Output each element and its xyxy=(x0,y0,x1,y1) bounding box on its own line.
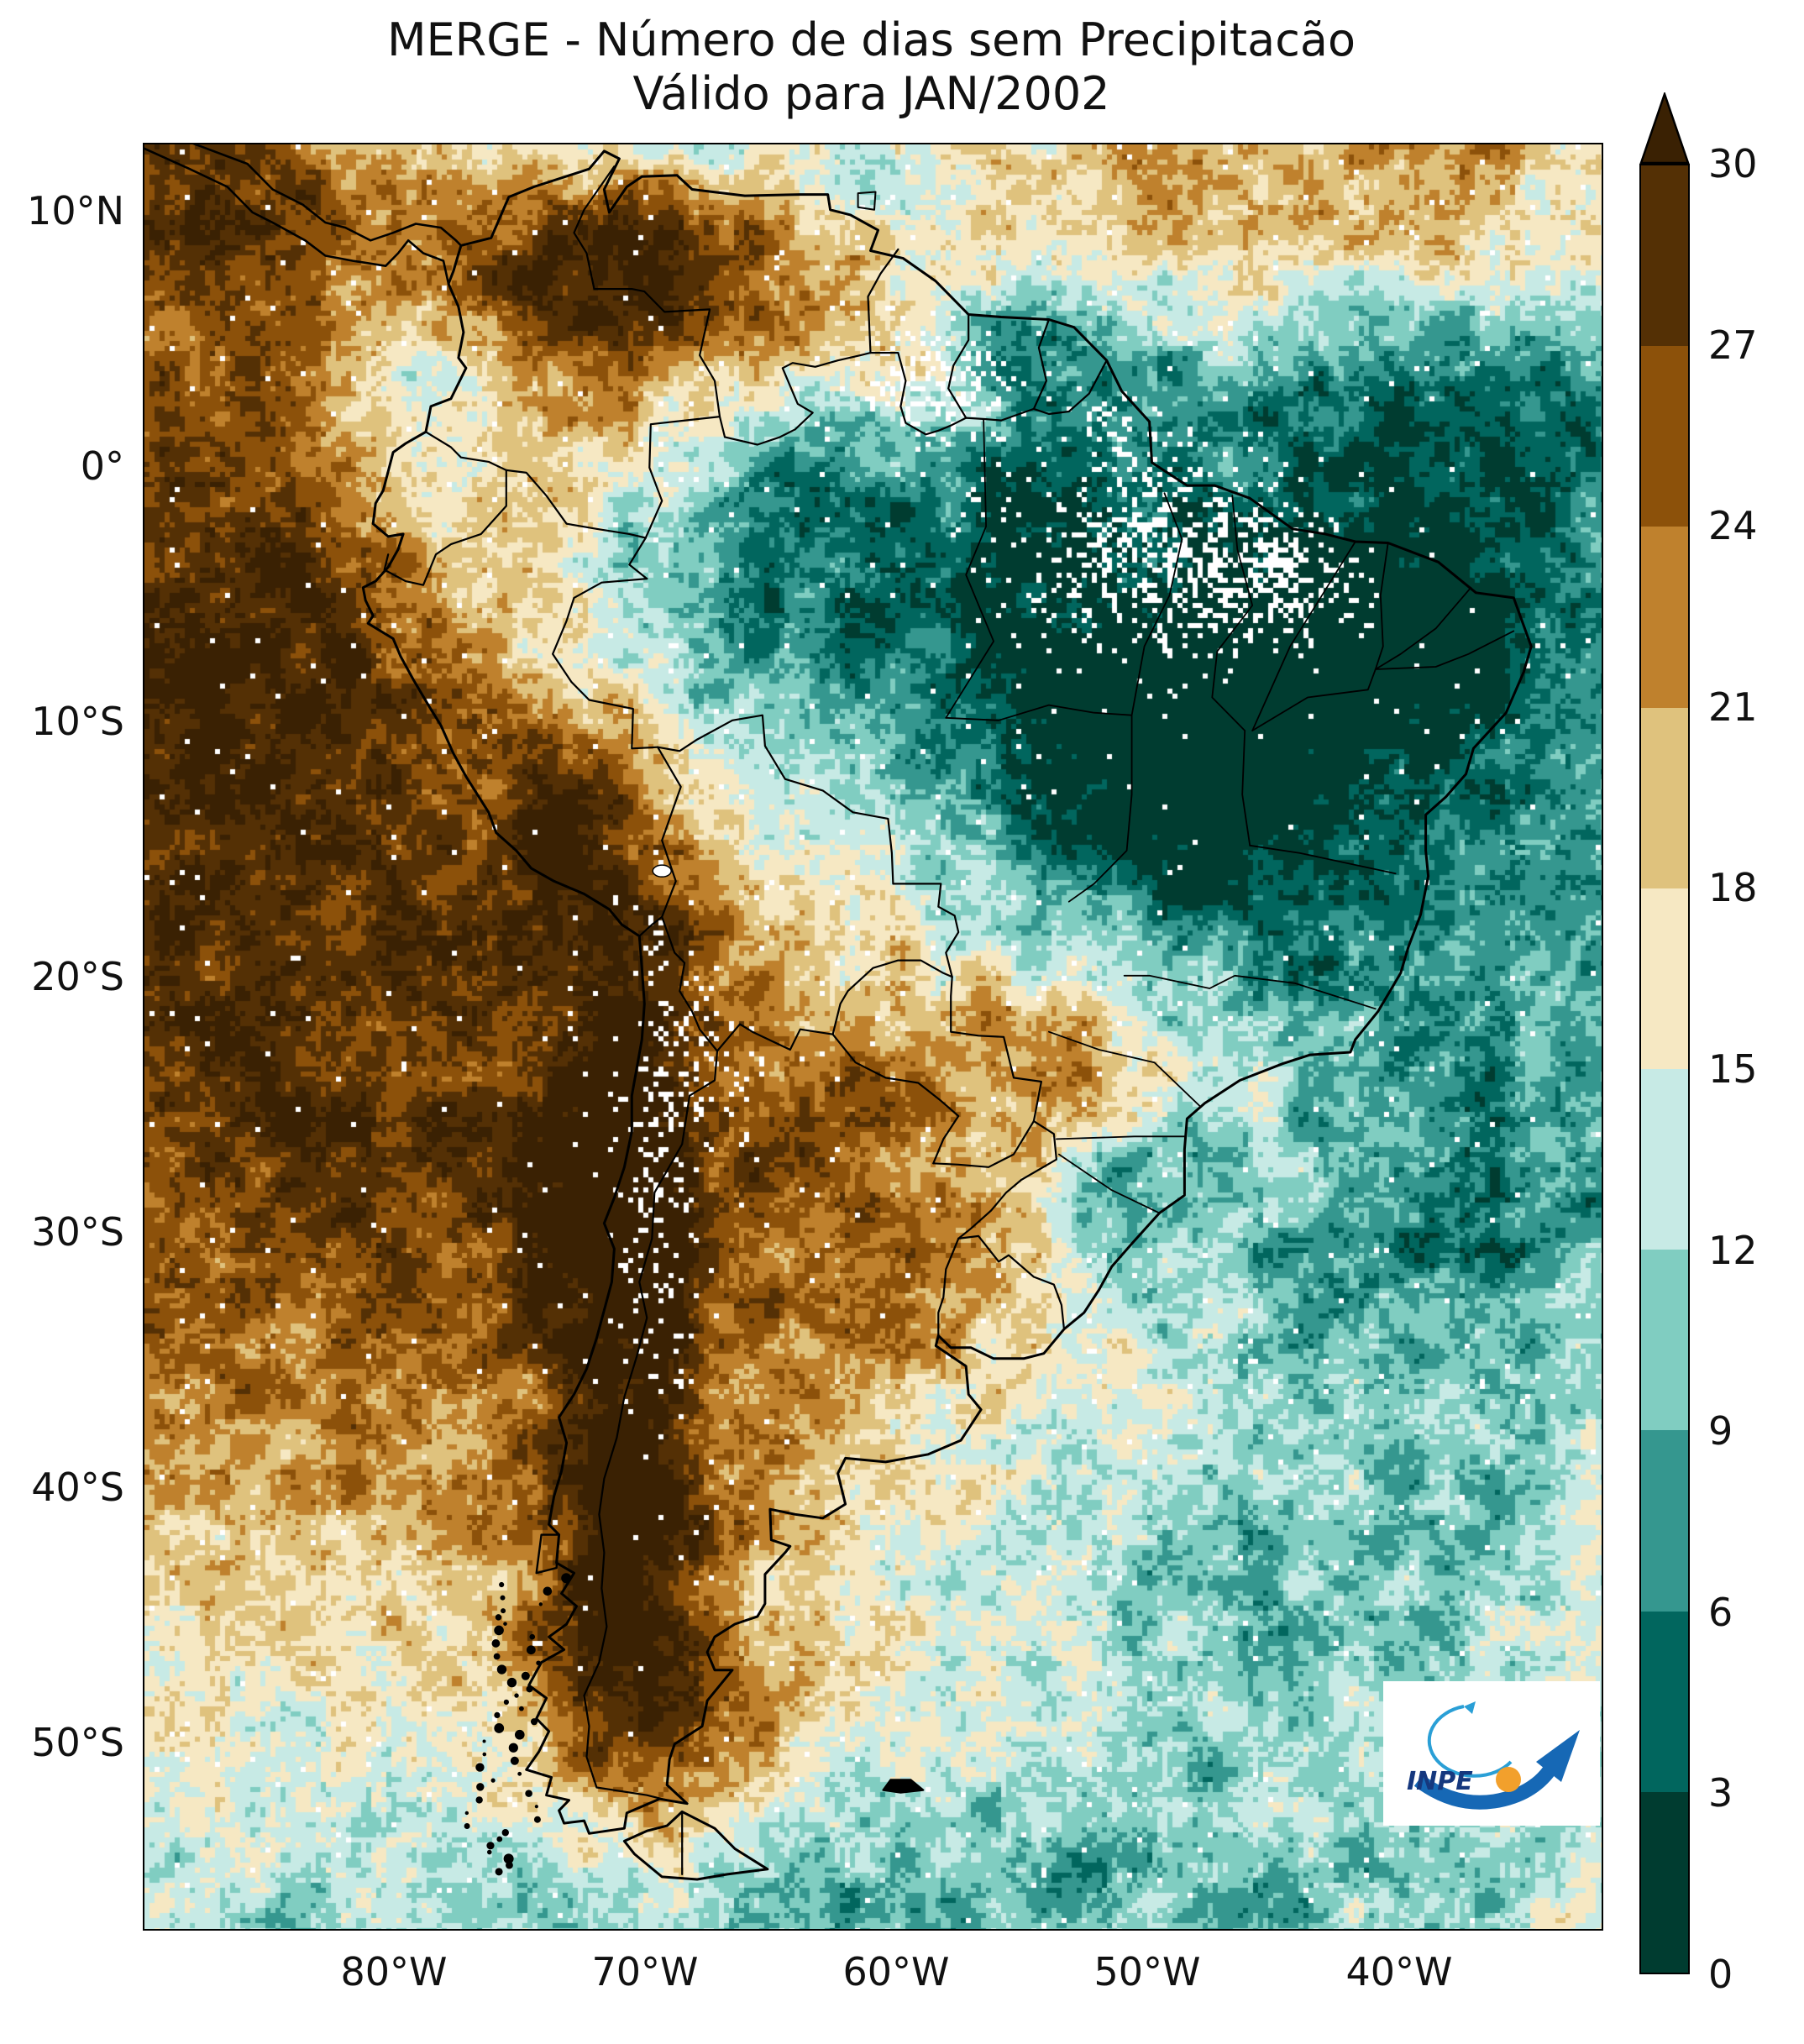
y-tick-0: 0° xyxy=(80,443,124,489)
colorbar-segment xyxy=(1641,1250,1688,1431)
logo-orbit-arrowhead-icon xyxy=(1464,1701,1476,1714)
cb-tick-0: 0 xyxy=(1708,1952,1733,1997)
logo-text: INPE xyxy=(1407,1767,1473,1796)
logo-orange-sphere-icon xyxy=(1496,1767,1521,1792)
title-line-2: Válido para JAN/2002 xyxy=(632,67,1110,120)
x-tick-70w: 70°W xyxy=(591,1949,699,1994)
colorbar-segment xyxy=(1641,1611,1688,1792)
inpe-logo-graphic: INPE xyxy=(1407,1701,1580,1810)
chart-title: MERGE - Número de dias sem Precipitacão … xyxy=(143,13,1600,121)
colorbar-segment xyxy=(1641,527,1688,708)
cb-tick-24: 24 xyxy=(1708,503,1758,548)
y-tick-50s: 50°S xyxy=(31,1720,124,1765)
colorbar-segment xyxy=(1641,1791,1688,1973)
title-line-1: MERGE - Número de dias sem Precipitacão xyxy=(386,13,1356,66)
x-tick-60w: 60°W xyxy=(842,1949,950,1994)
cb-tick-18: 18 xyxy=(1708,865,1758,910)
y-tick-40s: 40°S xyxy=(31,1465,124,1510)
y-tick-10n: 10°N xyxy=(27,188,124,233)
colorbar-segment xyxy=(1641,1430,1688,1612)
colorbar-over-arrow-icon xyxy=(1639,92,1690,164)
x-tick-40w: 40°W xyxy=(1345,1949,1453,1994)
cb-tick-21: 21 xyxy=(1708,684,1758,730)
colorbar-segment xyxy=(1641,707,1688,888)
logo-arrowhead-icon xyxy=(1536,1730,1580,1782)
x-tick-80w: 80°W xyxy=(340,1949,448,1994)
logo-swoosh-icon xyxy=(1413,1765,1555,1810)
cb-tick-27: 27 xyxy=(1708,322,1758,368)
cb-tick-9: 9 xyxy=(1708,1408,1733,1454)
logo-orbit-icon xyxy=(1427,1705,1513,1778)
cb-tick-6: 6 xyxy=(1708,1590,1733,1635)
precipitation-days-map xyxy=(144,144,1602,1929)
x-tick-50w: 50°W xyxy=(1093,1949,1201,1994)
y-tick-30s: 30°S xyxy=(31,1209,124,1255)
colorbar-segment xyxy=(1641,1069,1688,1250)
colorbar-segment xyxy=(1641,165,1688,347)
cb-tick-30: 30 xyxy=(1708,141,1758,186)
colorbar-segment xyxy=(1641,346,1688,527)
y-tick-10s: 10°S xyxy=(31,699,124,744)
cb-tick-15: 15 xyxy=(1708,1046,1758,1092)
colorbar-segment xyxy=(1641,888,1688,1070)
cb-tick-3: 3 xyxy=(1708,1770,1733,1816)
map-plot-area: INPE xyxy=(143,143,1603,1931)
colorbar xyxy=(1639,164,1690,1974)
inpe-logo: INPE xyxy=(1383,1681,1600,1826)
y-tick-20s: 20°S xyxy=(31,954,124,999)
cb-tick-12: 12 xyxy=(1708,1228,1758,1273)
